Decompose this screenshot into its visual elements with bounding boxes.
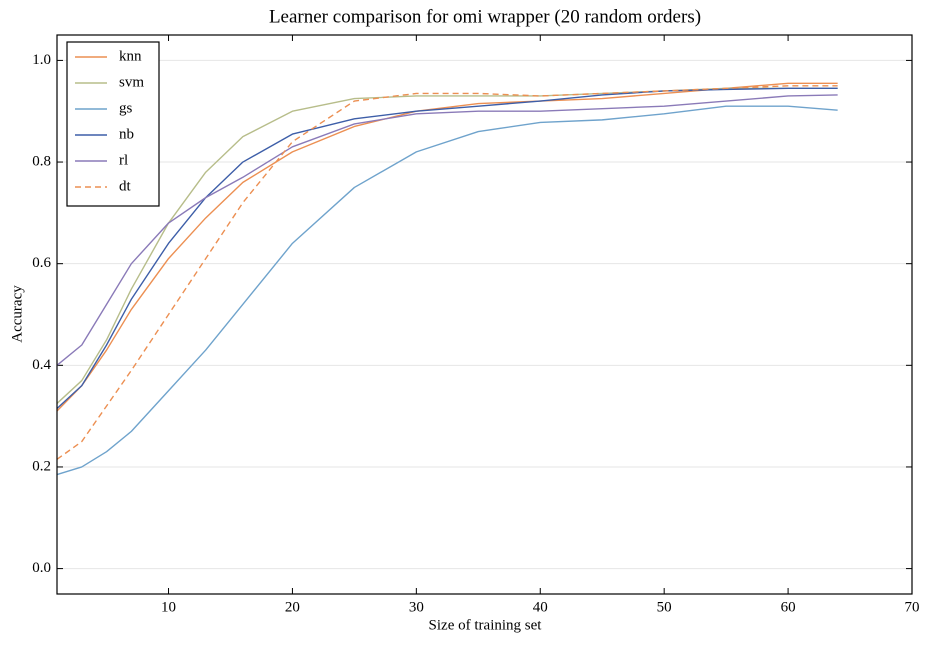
y-tick-label: 0.2 <box>32 458 51 474</box>
legend-label: dt <box>119 178 132 194</box>
legend-label: gs <box>119 100 133 116</box>
y-axis-label: Accuracy <box>9 285 25 343</box>
y-tick-label: 0.4 <box>32 357 51 373</box>
series-line <box>56 105 838 476</box>
y-tick-label: 0.6 <box>32 255 51 271</box>
x-tick-label: 60 <box>781 599 796 615</box>
y-tick-label: 0.0 <box>32 560 51 576</box>
x-tick-label: 30 <box>409 599 424 615</box>
x-tick-label: 10 <box>161 599 176 615</box>
chart-title: Learner comparison for omi wrapper (20 r… <box>269 6 701 27</box>
y-tick-label: 0.8 <box>32 153 51 169</box>
legend-label: rl <box>119 152 128 168</box>
legend-label: knn <box>119 48 142 64</box>
x-tick-label: 70 <box>905 599 920 615</box>
legend-label: nb <box>119 126 134 142</box>
series-line <box>56 87 838 404</box>
legend-box <box>66 41 160 207</box>
series-line <box>56 82 838 412</box>
plot-frame <box>56 34 913 595</box>
legend-label: svm <box>119 74 144 90</box>
x-tick-label: 20 <box>285 599 300 615</box>
x-tick-label: 40 <box>533 599 548 615</box>
x-axis-label: Size of training set <box>429 617 543 633</box>
series-line <box>56 87 838 410</box>
x-tick-label: 50 <box>657 599 672 615</box>
series-line <box>56 85 838 460</box>
series-line <box>56 94 838 366</box>
y-tick-label: 1.0 <box>32 52 51 68</box>
